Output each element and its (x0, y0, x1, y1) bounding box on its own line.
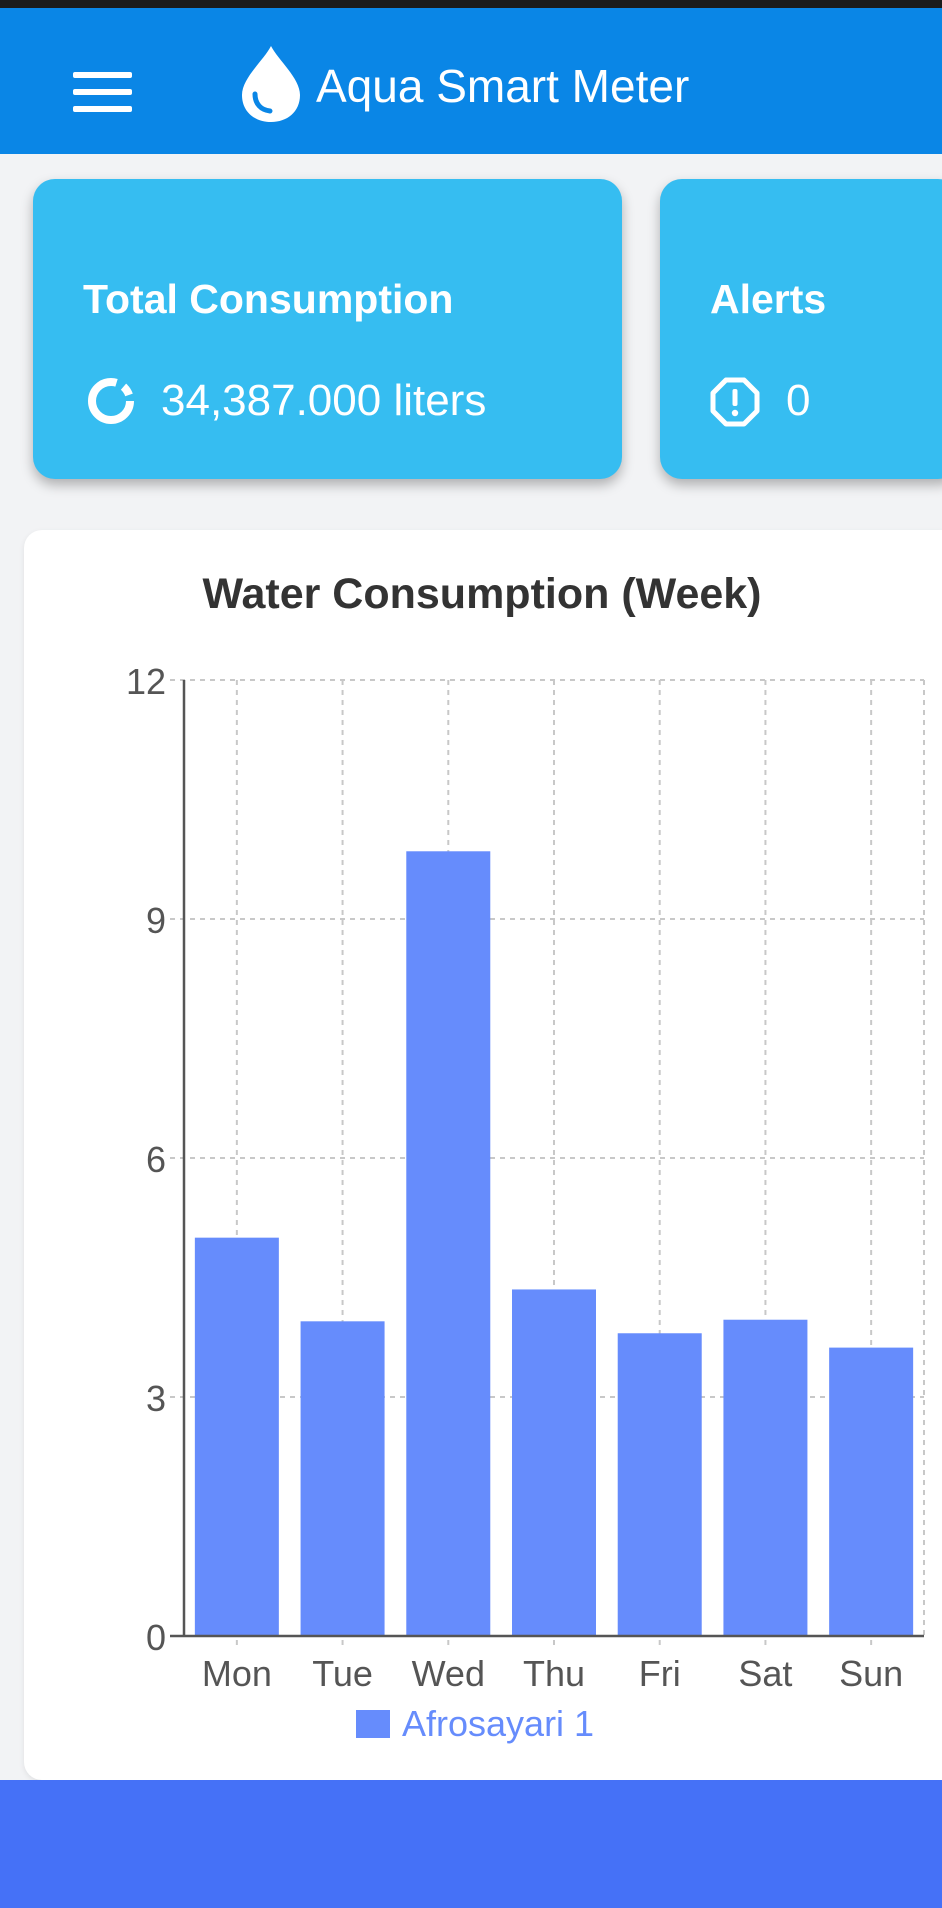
bar-mon (194, 1237, 279, 1636)
menu-icon-line (73, 106, 132, 112)
card-title: Alerts (710, 276, 827, 322)
weekly-chart-card: Water Consumption (Week) 0 3 6 9 12 Mon Tue Wed… (24, 530, 942, 1780)
legend-label: Afrosayari 1 (402, 1703, 594, 1744)
y-tick-label: 9 (146, 900, 166, 941)
x-tick-label: Sun (839, 1653, 903, 1694)
y-tick-label: 3 (146, 1378, 166, 1419)
card-title: Total Consumption (83, 276, 454, 322)
alerts-count: 0 (786, 376, 811, 425)
x-tick-label: Mon (202, 1653, 272, 1694)
menu-icon-line (73, 72, 132, 78)
x-tick-label: Fri (639, 1653, 681, 1694)
bar-thu (512, 1289, 596, 1636)
bar-fri (617, 1333, 702, 1636)
water-drop-icon (242, 46, 300, 122)
donut-ring-icon (88, 378, 134, 424)
bar-chart: Water Consumption (Week) 0 3 6 9 12 Mon Tue Wed… (126, 570, 925, 1744)
chart-legend: Afrosayari 1 (356, 1703, 594, 1744)
bar-sat (723, 1319, 808, 1636)
x-tick-label: Sat (738, 1653, 792, 1694)
alerts-card[interactable]: Alerts 0 (660, 179, 942, 479)
menu-button[interactable] (58, 58, 148, 120)
bar-wed (406, 851, 491, 1636)
status-bar-strip (0, 0, 942, 8)
bottom-bar (0, 1780, 942, 1908)
y-tick-label: 6 (146, 1139, 166, 1180)
x-tick-label: Wed (412, 1653, 485, 1694)
x-tick-label: Tue (312, 1653, 373, 1694)
y-tick-label: 12 (126, 661, 166, 702)
menu-icon-line (73, 89, 132, 95)
total-consumption-card[interactable]: Total Consumption 34,387.000 liters (33, 179, 622, 479)
legend-swatch (356, 1710, 390, 1738)
app-header: Aqua Smart Meter (0, 8, 942, 154)
y-tick-label: 0 (146, 1617, 166, 1658)
app-title: Aqua Smart Meter (316, 60, 690, 112)
consumption-value: 34,387.000 liters (161, 376, 487, 425)
bar-tue (300, 1321, 385, 1636)
chart-title: Water Consumption (Week) (202, 570, 761, 618)
bar-sun (829, 1347, 914, 1636)
x-tick-label: Thu (523, 1653, 585, 1694)
alert-octagon-icon (710, 377, 760, 427)
